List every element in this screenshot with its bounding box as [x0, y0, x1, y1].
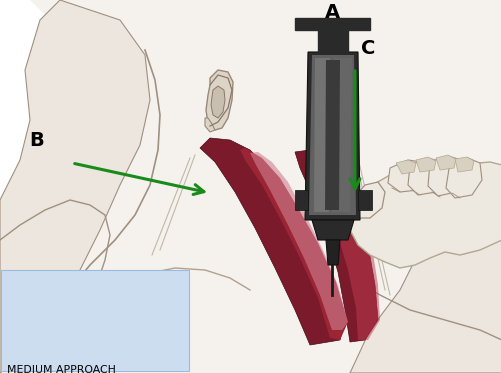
Polygon shape — [0, 0, 150, 373]
Polygon shape — [325, 240, 339, 265]
Polygon shape — [308, 152, 379, 340]
Text: B: B — [30, 131, 44, 150]
Polygon shape — [249, 152, 347, 330]
Polygon shape — [205, 70, 232, 130]
Polygon shape — [317, 30, 347, 52]
Polygon shape — [331, 58, 351, 212]
Polygon shape — [210, 86, 224, 118]
Polygon shape — [395, 160, 415, 174]
FancyBboxPatch shape — [1, 270, 189, 371]
Polygon shape — [312, 220, 353, 240]
Polygon shape — [435, 155, 455, 170]
Polygon shape — [349, 180, 501, 373]
Polygon shape — [239, 148, 347, 340]
Polygon shape — [415, 157, 435, 172]
Polygon shape — [454, 157, 473, 172]
Polygon shape — [357, 190, 371, 210]
Polygon shape — [199, 138, 344, 345]
Polygon shape — [305, 52, 359, 220]
Polygon shape — [347, 162, 501, 268]
Polygon shape — [204, 118, 214, 132]
Text: C: C — [360, 38, 374, 57]
Polygon shape — [295, 18, 369, 30]
Polygon shape — [295, 190, 308, 210]
Polygon shape — [387, 160, 427, 192]
Polygon shape — [427, 156, 465, 196]
Polygon shape — [295, 150, 377, 342]
Polygon shape — [313, 58, 329, 212]
Polygon shape — [407, 158, 445, 195]
Polygon shape — [351, 182, 384, 218]
Polygon shape — [445, 158, 481, 198]
Text: A: A — [324, 3, 339, 22]
Polygon shape — [309, 55, 355, 215]
Text: MEDIUM APPROACH
(A), POSTERIOR
APPROACH (B),
ANTERIOR
APPROACH (A): MEDIUM APPROACH (A), POSTERIOR APPROACH … — [7, 365, 116, 373]
Polygon shape — [324, 60, 339, 210]
